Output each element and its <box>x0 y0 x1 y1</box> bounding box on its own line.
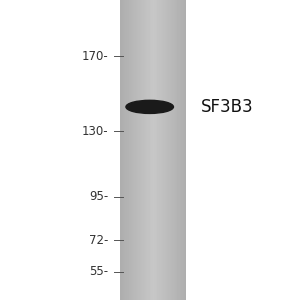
Text: SF3B3: SF3B3 <box>201 98 253 116</box>
Text: 55-: 55- <box>89 266 108 278</box>
Text: 95-: 95- <box>89 190 108 203</box>
Text: 170-: 170- <box>81 50 108 63</box>
Text: 130-: 130- <box>81 125 108 138</box>
Text: 72-: 72- <box>88 233 108 247</box>
Ellipse shape <box>126 100 173 113</box>
